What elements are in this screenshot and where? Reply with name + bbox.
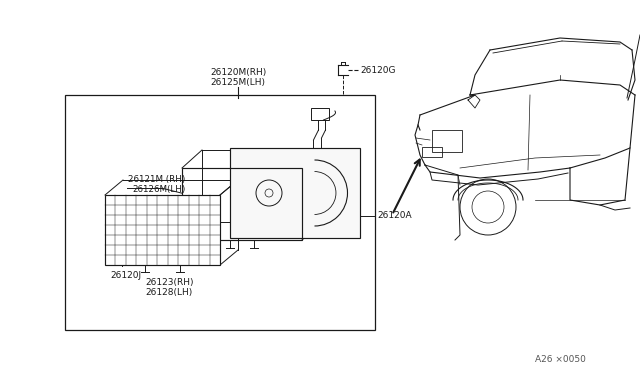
Bar	[182, 168, 302, 240]
Bar	[65, 95, 375, 330]
Bar	[312, 108, 330, 120]
Text: 26120M(RH): 26120M(RH)	[210, 67, 266, 77]
Text: 26121M (RH): 26121M (RH)	[128, 175, 186, 184]
Text: 26125M(LH): 26125M(LH)	[210, 77, 265, 87]
Text: 26120A: 26120A	[377, 211, 412, 220]
Bar	[432, 130, 462, 152]
Bar	[422, 147, 442, 157]
Text: A26 ×0050: A26 ×0050	[535, 356, 586, 365]
Bar	[230, 148, 360, 238]
Text: 26120G: 26120G	[360, 65, 396, 74]
Bar	[105, 195, 220, 265]
Text: 26128(LH): 26128(LH)	[145, 289, 193, 298]
Text: 26126M(LH): 26126M(LH)	[132, 185, 186, 194]
Text: 26123(RH): 26123(RH)	[145, 279, 194, 288]
Text: 26120J: 26120J	[110, 272, 141, 280]
